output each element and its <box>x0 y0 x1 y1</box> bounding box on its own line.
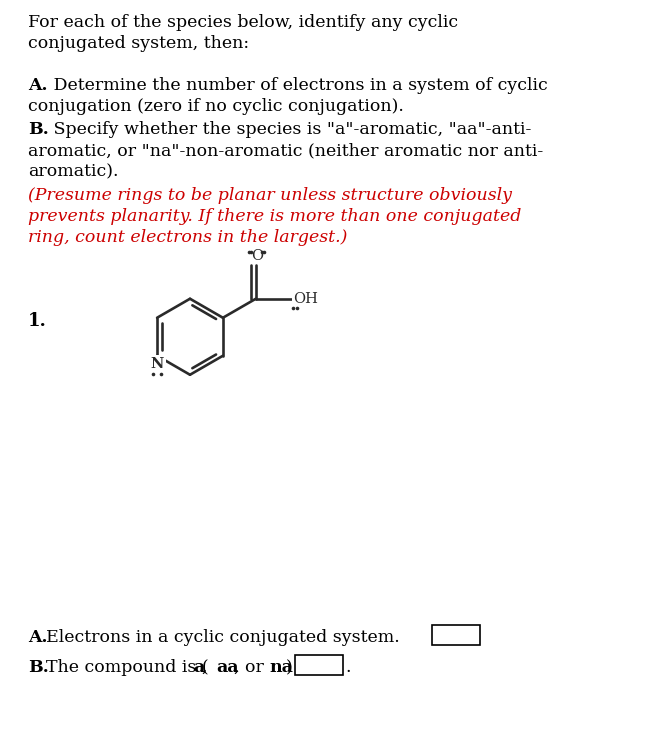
Text: B.: B. <box>28 121 49 138</box>
Text: O: O <box>251 249 263 263</box>
Text: aa: aa <box>216 659 239 676</box>
Text: conjugation (zero if no cyclic conjugation).: conjugation (zero if no cyclic conjugati… <box>28 98 404 115</box>
Text: ring, count electrons in the largest.): ring, count electrons in the largest.) <box>28 229 347 246</box>
Bar <box>432 625 480 645</box>
Text: For each of the species below, identify any cyclic: For each of the species below, identify … <box>28 14 458 31</box>
Text: Specify whether the species is "a"-aromatic, "aa"-anti-: Specify whether the species is "a"-aroma… <box>48 121 531 138</box>
Text: Determine the number of electrons in a system of cyclic: Determine the number of electrons in a s… <box>48 77 548 94</box>
Text: , or: , or <box>234 659 269 676</box>
Text: The compound is (: The compound is ( <box>46 659 208 676</box>
Text: ): ) <box>286 659 293 676</box>
Text: A.: A. <box>28 629 48 646</box>
Bar <box>295 655 343 675</box>
Text: 1.: 1. <box>28 312 47 330</box>
Text: a: a <box>193 659 204 676</box>
Text: conjugated system, then:: conjugated system, then: <box>28 35 249 52</box>
Text: ,: , <box>202 659 213 676</box>
Text: .: . <box>345 659 350 676</box>
Text: (Presume rings to be planar unless structure obviously: (Presume rings to be planar unless struc… <box>28 187 512 204</box>
Text: na: na <box>269 659 293 676</box>
Text: A.: A. <box>28 77 48 94</box>
Text: aromatic, or "na"-non-aromatic (neither aromatic nor anti-: aromatic, or "na"-non-aromatic (neither … <box>28 142 543 159</box>
Text: OH: OH <box>293 291 318 306</box>
Text: B.: B. <box>28 659 49 676</box>
Text: Electrons in a cyclic conjugated system.: Electrons in a cyclic conjugated system. <box>46 629 400 646</box>
Text: aromatic).: aromatic). <box>28 163 119 180</box>
Text: prevents planarity. If there is more than one conjugated: prevents planarity. If there is more tha… <box>28 208 521 225</box>
Text: N: N <box>150 357 163 371</box>
